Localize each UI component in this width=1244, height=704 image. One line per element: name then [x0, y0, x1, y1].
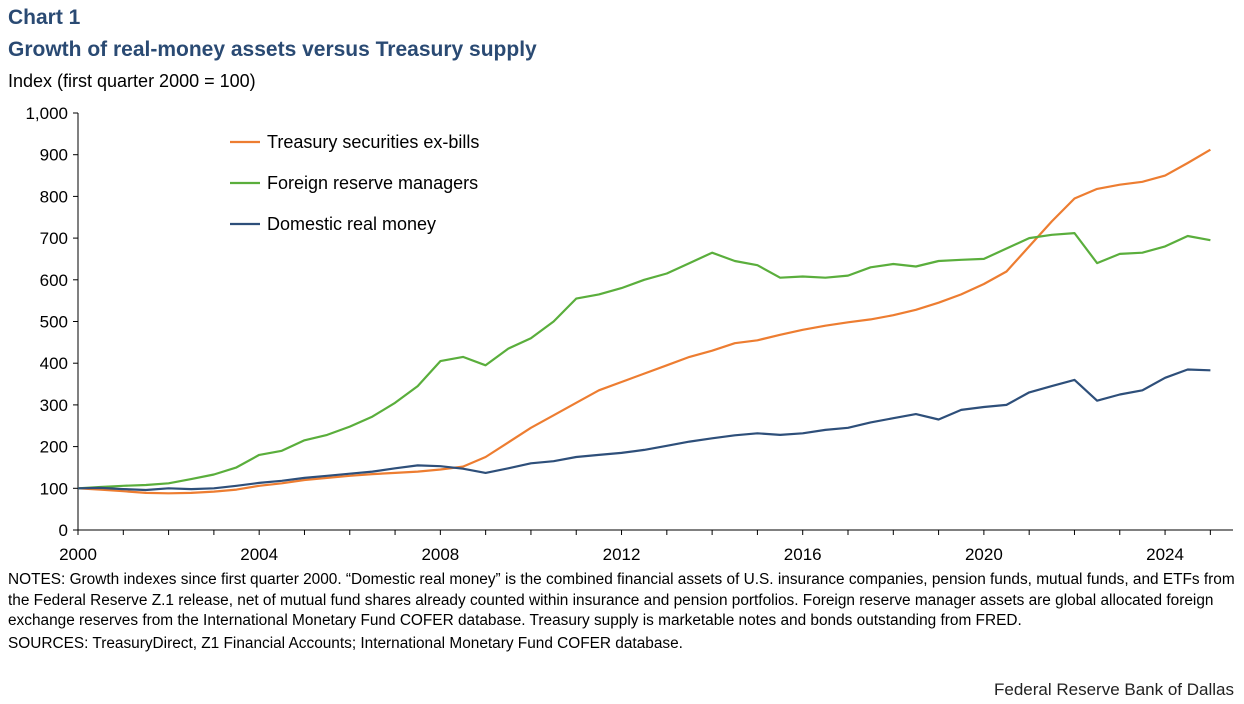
sources-text: SOURCES: TreasuryDirect, Z1 Financial Ac… — [8, 634, 683, 652]
y-tick-label: 1,000 — [25, 104, 68, 123]
legend-label: Treasury securities ex-bills — [267, 132, 479, 152]
x-tick-label: 2020 — [965, 545, 1003, 564]
notes-text: NOTES: Growth indexes since first quarte… — [8, 571, 1235, 629]
series-line-3 — [77, 368, 1211, 492]
y-tick-label: 500 — [40, 313, 68, 332]
legend-label: Foreign reserve managers — [267, 173, 478, 193]
chart-title: Growth of real-money assets versus Treas… — [8, 38, 537, 61]
x-tick-label: 2000 — [59, 545, 97, 564]
y-tick-label: 900 — [40, 146, 68, 165]
credit-text: Federal Reserve Bank of Dallas — [993, 680, 1234, 699]
y-tick-label: 800 — [40, 187, 68, 206]
y-tick-label: 300 — [40, 396, 68, 415]
chart-notes: NOTES: Growth indexes since first quarte… — [8, 570, 1238, 654]
chart-axes: 0 100 200 300 400 500 600 700 800 900 1,000 2000 200… — [25, 104, 1233, 564]
y-tick-label: 0 — [59, 521, 68, 540]
line-chart: 0 100 200 300 400 500 600 700 800 900 1,000 2000 200… — [25, 104, 1233, 564]
x-tick-label: 2024 — [1146, 545, 1184, 564]
series-line-1 — [77, 148, 1211, 495]
y-axis-unit-label: Index (first quarter 2000 = 100) — [8, 71, 256, 91]
y-tick-label: 700 — [40, 229, 68, 248]
series-lines — [77, 148, 1211, 495]
series-line-2 — [77, 232, 1211, 490]
x-tick-label: 2012 — [603, 545, 641, 564]
x-tick-label: 2016 — [784, 545, 822, 564]
y-tick-label: 200 — [40, 438, 68, 457]
y-tick-label: 100 — [40, 479, 68, 498]
x-tick-label: 2008 — [421, 545, 459, 564]
legend-label: Domestic real money — [267, 214, 436, 234]
chart-number: Chart 1 — [8, 6, 81, 29]
y-tick-label: 400 — [40, 354, 68, 373]
x-tick-label: 2004 — [240, 545, 278, 564]
chart-legend: Treasury securities ex-bills Foreign rese… — [230, 132, 479, 234]
y-tick-label: 600 — [40, 271, 68, 290]
